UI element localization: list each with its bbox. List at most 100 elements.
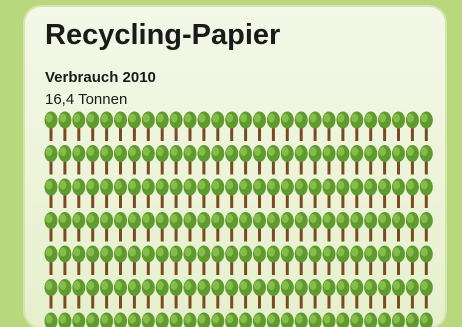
tree-icon [72, 279, 85, 309]
tree-icon [239, 246, 252, 276]
tree-icon [378, 179, 391, 209]
tree-icon [295, 145, 308, 175]
tree-icon [58, 145, 71, 175]
tree-icon [184, 112, 197, 142]
tree-icon [406, 179, 419, 209]
tree-icon [295, 279, 308, 309]
tree-icon [114, 246, 127, 276]
tree-icon [295, 313, 308, 327]
tree-icon [86, 212, 99, 242]
tree-icon [128, 112, 141, 142]
tree-icon [86, 279, 99, 309]
tree-icon [295, 246, 308, 276]
tree-icon [45, 279, 58, 309]
tree-icon [211, 246, 224, 276]
tree-icon [406, 145, 419, 175]
tree-icon [267, 179, 280, 209]
tree-icon [420, 179, 433, 209]
tree-icon [350, 279, 363, 309]
tree-icon [253, 145, 266, 175]
tree-icon [86, 313, 99, 327]
tree-icon [128, 179, 141, 209]
tree-icon [225, 246, 238, 276]
tree-icon [267, 112, 280, 142]
tree-icon [114, 212, 127, 242]
tree-icon [364, 179, 377, 209]
tree-icon [281, 145, 294, 175]
tree-icon [350, 112, 363, 142]
tree-icon [197, 145, 210, 175]
tree-icon [420, 279, 433, 309]
tree-icon [211, 112, 224, 142]
tree-icon [72, 246, 85, 276]
tree-icon [336, 112, 349, 142]
tree-icon [72, 145, 85, 175]
tree-icon [392, 145, 405, 175]
tree-icon [406, 279, 419, 309]
tree-icon [184, 279, 197, 309]
tree-icon [100, 179, 113, 209]
tree-icon [197, 279, 210, 309]
tree-icon [72, 112, 85, 142]
tree-icon [45, 212, 58, 242]
tree-icon [239, 212, 252, 242]
tree-icon [239, 145, 252, 175]
tree-icon [184, 145, 197, 175]
tree-icon [225, 279, 238, 309]
tree-icon [309, 212, 322, 242]
tree-icon [72, 179, 85, 209]
tree-icon [142, 279, 155, 309]
tree-icon [281, 179, 294, 209]
tree-icon [239, 179, 252, 209]
tree-icon [128, 212, 141, 242]
tree-icon [100, 313, 113, 327]
tree-icon [420, 112, 433, 142]
tree-icon [420, 145, 433, 175]
tree-icon [184, 212, 197, 242]
tree-icon [392, 246, 405, 276]
tree-icon [197, 112, 210, 142]
tree-icon [86, 179, 99, 209]
tree-icon [420, 212, 433, 242]
tree-icon [100, 212, 113, 242]
tree-icon [197, 246, 210, 276]
tree-icon [128, 279, 141, 309]
tree-icon [170, 112, 183, 142]
tree-icon [156, 313, 169, 327]
tree-icon [378, 313, 391, 327]
tree-icon [114, 179, 127, 209]
tree-icon [267, 279, 280, 309]
tree-icon [86, 145, 99, 175]
tree-icon [225, 313, 238, 327]
tree-icon [364, 212, 377, 242]
tree-icon [350, 145, 363, 175]
tree-icon [323, 246, 336, 276]
tree-icon [58, 279, 71, 309]
tree-icon [142, 112, 155, 142]
tree-icon [156, 179, 169, 209]
tree-icon [281, 313, 294, 327]
tree-icon [170, 179, 183, 209]
tree-icon [336, 246, 349, 276]
tree-icon [239, 313, 252, 327]
tree-icon [364, 313, 377, 327]
tree-icon [253, 279, 266, 309]
tree-icon [197, 212, 210, 242]
tree-icon [253, 112, 266, 142]
tree-icon [211, 212, 224, 242]
tree-icon [253, 179, 266, 209]
tree-icon [211, 179, 224, 209]
tree-icon [114, 145, 127, 175]
tree-icon [100, 145, 113, 175]
tree-icon [295, 212, 308, 242]
tree-icon [323, 212, 336, 242]
tree-icon [336, 145, 349, 175]
tree-icon [392, 212, 405, 242]
tree-icon [114, 313, 127, 327]
tree-icon [336, 179, 349, 209]
tree-icon [170, 313, 183, 327]
tree-icon [239, 112, 252, 142]
tree-icon [378, 145, 391, 175]
tree-icon [156, 112, 169, 142]
tree-icon [267, 246, 280, 276]
